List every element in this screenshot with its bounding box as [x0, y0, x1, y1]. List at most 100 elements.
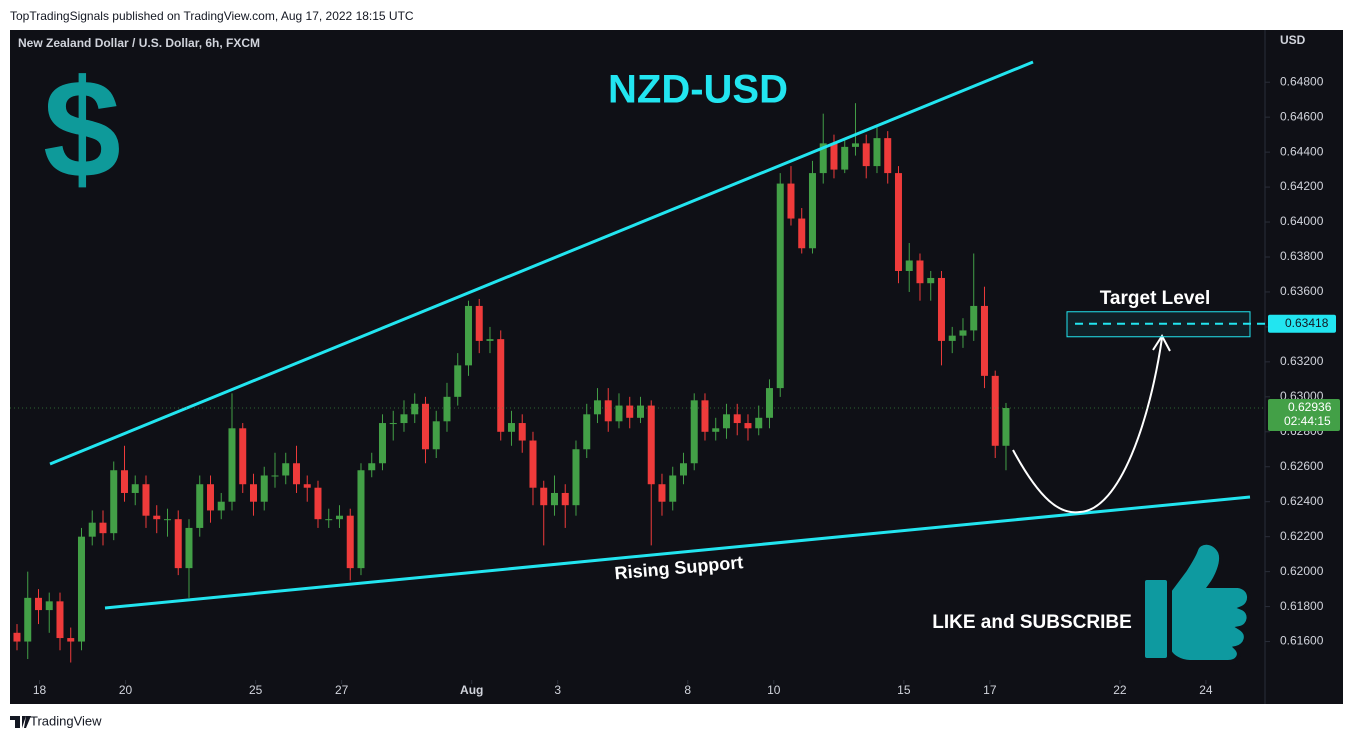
- candle-body: [475, 305, 483, 341]
- candle-body: [56, 601, 64, 639]
- projection-arrow: [1012, 337, 1163, 514]
- candle-body: [1002, 408, 1010, 446]
- candle-body: [400, 414, 408, 424]
- y-tick-label: 0.64800: [1280, 74, 1324, 88]
- candle-body: [615, 405, 623, 422]
- currency-label: USD: [1280, 33, 1306, 47]
- y-tick-label: 0.64000: [1280, 214, 1324, 228]
- candle-body: [282, 463, 290, 476]
- candle-body: [464, 305, 472, 366]
- candle-body: [894, 173, 902, 271]
- candle-body: [67, 638, 75, 642]
- x-tick-label: 20: [119, 683, 133, 697]
- candle-body: [249, 484, 257, 502]
- candle-body: [217, 501, 225, 511]
- candle-body: [604, 400, 612, 422]
- candle-body: [228, 428, 236, 502]
- candle-body: [271, 475, 279, 477]
- x-tick-label: 25: [249, 683, 263, 697]
- candle-body: [378, 423, 386, 464]
- candle-body: [669, 475, 677, 502]
- y-tick-label: 0.64400: [1280, 144, 1324, 158]
- y-tick-label: 0.62200: [1280, 529, 1324, 543]
- y-tick-label: 0.64200: [1280, 179, 1324, 193]
- candle-body: [690, 400, 698, 464]
- candle-body: [421, 403, 429, 450]
- candle-body: [443, 396, 451, 422]
- y-tick-label: 0.61600: [1280, 634, 1324, 648]
- candle-body: [13, 632, 21, 642]
- candle-body: [808, 173, 816, 249]
- plot: [13, 103, 1010, 663]
- candle-body: [153, 515, 161, 520]
- candle-body: [540, 487, 548, 506]
- candle-body: [572, 449, 580, 506]
- candle-body: [497, 339, 505, 432]
- candle-body: [722, 414, 730, 429]
- last-price-badge: [1268, 399, 1340, 432]
- y-tick-label: 0.63200: [1280, 354, 1324, 368]
- y-tick-label: 0.63600: [1280, 284, 1324, 298]
- candle-body: [206, 484, 214, 511]
- candle-body: [260, 475, 268, 502]
- x-tick-label: 10: [767, 683, 781, 697]
- candle-body: [357, 470, 365, 569]
- candle-body: [196, 484, 204, 528]
- y-tick-label: 0.62000: [1280, 564, 1324, 578]
- candle-body: [411, 403, 419, 415]
- candle-body: [937, 277, 945, 341]
- candle-body: [454, 365, 462, 397]
- candle-body: [787, 183, 795, 219]
- footer-brand: TradingView: [30, 713, 102, 728]
- x-tick-label: 27: [335, 683, 349, 697]
- candle-body: [335, 515, 343, 520]
- candle-body: [518, 423, 526, 441]
- x-tick-label: Aug: [460, 683, 483, 697]
- cta-text: LIKE and SUBSCRIBE: [932, 612, 1132, 633]
- candle-body: [798, 218, 806, 249]
- candle-body: [948, 335, 956, 341]
- candle-body: [636, 405, 644, 418]
- candle-body: [733, 414, 741, 424]
- candle-body: [679, 463, 687, 476]
- candle-body: [389, 423, 397, 425]
- publish-header: TopTradingSignals published on TradingVi…: [10, 9, 414, 23]
- candle-body: [830, 143, 838, 170]
- resistance-line: [49, 60, 1034, 466]
- candle-body: [303, 484, 311, 488]
- x-tick-label: 17: [983, 683, 997, 697]
- candle-body: [292, 463, 300, 485]
- x-tick-label: 3: [554, 683, 561, 697]
- x-tick-label: 24: [1199, 683, 1213, 697]
- candle-body: [24, 597, 32, 642]
- candle-body: [131, 484, 139, 493]
- candle-body: [174, 519, 182, 569]
- candle-body: [432, 421, 440, 450]
- candle-body: [561, 492, 569, 506]
- target-badge: [1268, 314, 1336, 333]
- candle-body: [701, 400, 709, 432]
- y-tick-label: 0.62400: [1280, 494, 1324, 508]
- candle-body: [110, 470, 118, 534]
- x-tick-label: 15: [897, 683, 911, 697]
- candle-body: [529, 440, 537, 488]
- thumbs-up-icon: [1141, 540, 1251, 664]
- candle-body: [626, 405, 634, 418]
- y-tick-label: 0.62600: [1280, 459, 1324, 473]
- candle-body: [927, 277, 935, 284]
- countdown-label: 02:44:15: [1284, 414, 1331, 428]
- dollar-icon: $: [43, 50, 121, 207]
- candle-body: [346, 515, 354, 569]
- candle-body: [368, 463, 376, 471]
- y-tick-label: 0.64600: [1280, 109, 1324, 123]
- candle-body: [34, 597, 42, 611]
- candle-body: [755, 417, 763, 429]
- candle-body: [819, 143, 827, 174]
- x-tick-label: 8: [684, 683, 691, 697]
- candle-body: [120, 470, 128, 493]
- candle-body: [185, 527, 193, 569]
- candle-body: [776, 183, 784, 389]
- candle-body: [970, 305, 978, 331]
- y-tick-label: 0.63800: [1280, 249, 1324, 263]
- candle-body: [77, 536, 85, 642]
